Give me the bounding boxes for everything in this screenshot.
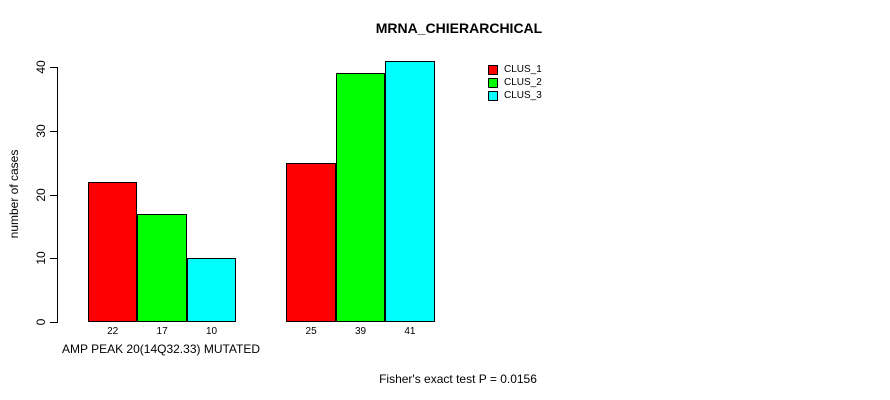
legend-entry-clus_1: CLUS_1 bbox=[488, 63, 542, 76]
y-axis-tick-label: 30 bbox=[34, 124, 48, 138]
bar-value-label: 22 bbox=[107, 326, 119, 337]
legend-label: CLUS_1 bbox=[504, 64, 542, 75]
bar-value-label: 41 bbox=[404, 326, 416, 337]
legend-label: CLUS_3 bbox=[504, 90, 542, 101]
y-axis-tick bbox=[50, 130, 57, 132]
legend-color-swatch bbox=[488, 64, 498, 75]
y-axis-tick-label: 0 bbox=[34, 318, 48, 326]
y-axis-tick bbox=[50, 258, 57, 260]
bar-value-label: 39 bbox=[354, 326, 367, 337]
y-axis-label: number of cases bbox=[7, 149, 21, 239]
bar-clus_1-group2 bbox=[286, 162, 336, 322]
bar-value-label: 17 bbox=[156, 326, 168, 337]
bar-clus_2-group2 bbox=[335, 73, 386, 322]
legend: CLUS_1 CLUS_2 CLUS_3 bbox=[488, 63, 542, 102]
legend-label: CLUS_2 bbox=[504, 77, 542, 88]
stat-test-annotation: Fisher's exact test P = 0.0156 bbox=[379, 372, 537, 386]
x-axis-label: AMP PEAK 20(14Q32.33) MUTATED bbox=[61, 342, 261, 356]
chart-title: MRNA_CHIERARCHICAL bbox=[375, 20, 543, 36]
y-axis-tick bbox=[50, 322, 57, 323]
y-axis-line bbox=[57, 67, 58, 323]
bar-value-label: 25 bbox=[305, 326, 317, 337]
legend-color-swatch bbox=[488, 77, 498, 88]
legend-entry-clus_2: CLUS_2 bbox=[488, 76, 542, 89]
y-axis-tick-label: 40 bbox=[34, 60, 48, 74]
legend-entry-clus_3: CLUS_3 bbox=[488, 89, 542, 102]
legend-color-swatch bbox=[488, 90, 498, 101]
bar-clus_1-group1 bbox=[88, 181, 138, 322]
bar-value-label: 10 bbox=[205, 326, 218, 337]
y-axis-tick bbox=[50, 67, 57, 68]
bar-clus_3-group1 bbox=[186, 258, 237, 322]
y-axis-tick bbox=[50, 194, 57, 196]
y-axis-tick-label: 10 bbox=[34, 251, 48, 265]
bar-clus_2-group1 bbox=[137, 213, 187, 322]
y-axis-tick-label: 20 bbox=[34, 187, 48, 202]
bar-clus_3-group2 bbox=[385, 60, 435, 322]
